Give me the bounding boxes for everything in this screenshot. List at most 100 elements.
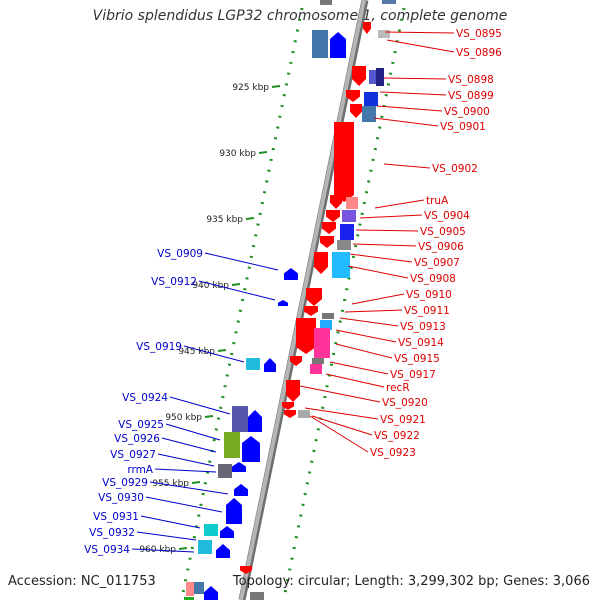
gene-label-reverse: VS_0926: [114, 433, 160, 445]
gene-forward-arrow: [352, 66, 366, 86]
gene-label-forward: VS_0911: [404, 305, 450, 317]
scale-tick-label: 950 kbp: [165, 413, 202, 423]
gene-label-forward: VS_0902: [432, 163, 478, 175]
feature-gray: [312, 358, 324, 364]
gene-reverse-arrow: [216, 544, 230, 558]
scale-tick-label: 945 kbp: [178, 347, 215, 357]
gene-label-forward: recR: [386, 382, 410, 394]
scale-dots-left: [180, 7, 304, 599]
gene-reverse-arrow: [278, 300, 288, 306]
leader-line-forward: [384, 31, 455, 34]
gene-label-forward: VS_0898: [448, 74, 494, 86]
feature-gray: [378, 30, 390, 38]
gene-reverse-arrow: [242, 436, 260, 462]
gene-reverse-arrow: [234, 484, 248, 496]
feature-box: [194, 582, 204, 594]
leader-line-reverse: [169, 396, 231, 415]
leader-line-forward: [339, 317, 399, 327]
gene-forward-arrow: [296, 318, 316, 354]
leader-line-reverse: [131, 548, 195, 553]
gene-label-reverse: VS_0909: [157, 248, 203, 260]
gene-label-reverse: VS_0919: [136, 341, 182, 353]
leader-line-forward: [383, 163, 431, 169]
feature-gray: [322, 313, 334, 319]
gene-label-forward: VS_0913: [400, 321, 446, 333]
gene-reverse-arrow: [284, 268, 298, 280]
gene-reverse-arrow: [248, 410, 262, 432]
feature-gray: [337, 240, 351, 250]
leader-line-forward: [347, 265, 409, 279]
gene-label-forward: VS_0904: [424, 210, 470, 222]
gene-label-reverse: VS_0929: [102, 477, 148, 489]
gene-label-forward: VS_0908: [410, 273, 456, 285]
gene-label-reverse: VS_0934: [84, 544, 130, 556]
gene-label-reverse: rrmA: [127, 464, 153, 476]
gene-label-forward: VS_0921: [380, 414, 426, 426]
leader-line-forward: [311, 415, 373, 436]
gene-forward-arrow: [350, 104, 362, 118]
gene-label-forward: VS_0906: [418, 241, 464, 253]
feature-gray: [250, 592, 264, 600]
scale-tick-mark: [245, 217, 255, 220]
feature-box: [332, 252, 350, 278]
leader-line-forward: [373, 117, 439, 127]
leader-line-reverse: [183, 345, 245, 363]
feature-box: [314, 328, 330, 358]
scale-tick-mark: [258, 151, 268, 154]
gene-forward-arrow: [320, 236, 334, 248]
backbone-line: [239, 0, 366, 600]
feature-box: [320, 320, 332, 330]
feature-gray: [320, 0, 332, 5]
leader-line-forward: [379, 91, 447, 96]
gene-forward-arrow: [290, 356, 302, 366]
gene-label-forward: VS_0923: [370, 447, 416, 459]
leader-line-reverse: [157, 453, 215, 467]
gene-label-forward: VS_0907: [414, 257, 460, 269]
leader-line-reverse: [136, 531, 197, 541]
gene-reverse-arrow: [220, 526, 234, 538]
gene-forward-arrow: [306, 288, 322, 306]
gene-label-forward: VS_0920: [382, 397, 428, 409]
gene-label-forward: VS_0905: [420, 226, 466, 238]
feature-box: [310, 364, 322, 374]
gene-label-reverse: VS_0927: [110, 449, 156, 461]
map-title: Vibrio splendidus LGP32 chromosome 1, co…: [92, 8, 508, 24]
gene-label-reverse: VS_0930: [98, 492, 144, 504]
gene-reverse-arrow: [232, 462, 246, 472]
gene-reverse-arrow: [264, 358, 276, 372]
gene-forward-arrow: [322, 222, 336, 234]
leader-line-forward: [374, 199, 425, 209]
leader-line-forward: [329, 361, 389, 375]
feature-box: [224, 432, 240, 458]
gene-forward-arrow: [314, 252, 328, 274]
scale-tick-mark: [271, 85, 281, 88]
scale-tick-mark: [231, 283, 241, 286]
leader-line-reverse: [161, 437, 217, 453]
gene-reverse-arrow: [330, 32, 346, 58]
leader-line-forward: [299, 385, 381, 403]
accession-text: Accession: NC_011753: [8, 574, 156, 589]
leader-line-reverse: [145, 496, 223, 513]
feature-box: [346, 197, 358, 209]
scale-tick-label: 930 kbp: [219, 149, 256, 159]
scale-tick-label: 940 kbp: [192, 281, 229, 291]
gene-label-reverse: VS_0931: [93, 511, 139, 523]
feature-box: [376, 68, 384, 86]
gene-forward-arrow: [240, 566, 252, 574]
feature-box: [340, 224, 354, 240]
leader-line-reverse: [198, 280, 276, 301]
leader-line-reverse: [154, 468, 217, 473]
gene-label-forward: VS_0914: [398, 337, 444, 349]
feature-gray: [218, 464, 232, 478]
gene-labels: VS_0895 VS_0896 VS_0898 VS_0899 VS_0900 VS_09…: [84, 28, 502, 556]
leader-line-forward: [309, 415, 369, 453]
feature-box: [362, 106, 376, 122]
leader-line-forward: [355, 229, 419, 232]
gene-forward-arrow: [304, 306, 318, 316]
gene-forward-arrow: [284, 410, 296, 418]
gene-forward-arrow: [330, 195, 342, 209]
gene-reverse-arrow: [204, 586, 218, 600]
gene-label-forward: truA: [426, 195, 449, 207]
scale-tick-label: 935 kbp: [206, 215, 243, 225]
